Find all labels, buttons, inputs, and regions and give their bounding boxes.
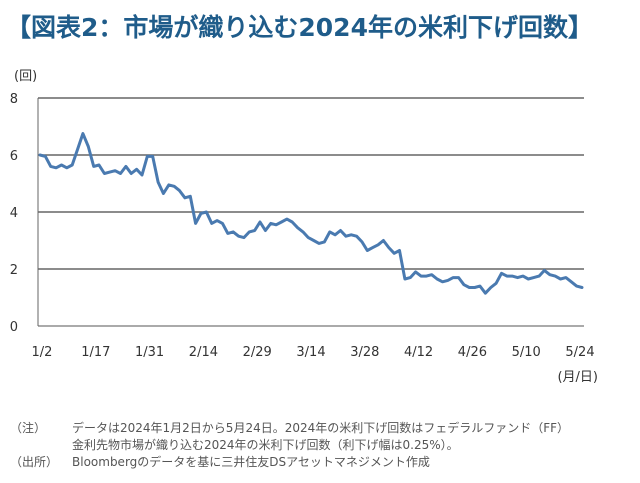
note-row-2: （出所） Bloombergのデータを基に三井住友DSアセットマネジメント作成 — [10, 454, 569, 471]
note-line: データは2024年1月2日から5月24日。2024年の米利下げ回数はフェデラルフ… — [72, 421, 570, 435]
x-tick-label: 2/14 — [189, 345, 218, 360]
x-tick-label: 1/17 — [81, 345, 110, 360]
x-tick-label: 4/26 — [458, 345, 487, 360]
note-line: Bloombergのデータを基に三井住友DSアセットマネジメント作成 — [72, 455, 430, 469]
x-tick-label: 5/24 — [565, 345, 594, 360]
x-tick-label: 4/12 — [404, 345, 433, 360]
series-line — [38, 132, 584, 295]
y-tick-label: 2 — [10, 263, 18, 278]
y-tick-label: 4 — [10, 206, 18, 221]
x-tick-label: 1/2 — [32, 345, 53, 360]
notes: （注） データは2024年1月2日から5月24日。2024年の米利下げ回数はフェ… — [10, 420, 569, 471]
y-tick-label: 6 — [10, 149, 18, 164]
x-tick-label: 3/14 — [296, 345, 325, 360]
line-chart: 0 2 4 6 8 (回) 1/2 1/17 1/31 2/14 2/29 3/14 3/28 4/12 4… — [10, 69, 598, 385]
y-tick-label: 0 — [10, 320, 18, 335]
note-tag: （注） — [10, 421, 47, 435]
page-title: 【図表2：市場が織り込む2024年の米利下げ回数】 — [6, 13, 593, 42]
x-tick-label: 1/31 — [135, 345, 164, 360]
y-axis-label: (回) — [14, 69, 37, 84]
x-tick-label: 5/10 — [512, 345, 541, 360]
x-axis-label: (月/日) — [557, 370, 598, 385]
note-line: 金利先物市場が織り込む2024年の米利下げ回数（利下げ幅は0.25%）。 — [72, 438, 459, 452]
x-tick-label: 2/29 — [243, 345, 272, 360]
note-row-1: （注） データは2024年1月2日から5月24日。2024年の米利下げ回数はフェ… — [10, 420, 569, 454]
note-tag: （出所） — [10, 455, 59, 469]
y-tick-label: 8 — [10, 92, 18, 107]
x-tick-label: 3/28 — [350, 345, 379, 360]
